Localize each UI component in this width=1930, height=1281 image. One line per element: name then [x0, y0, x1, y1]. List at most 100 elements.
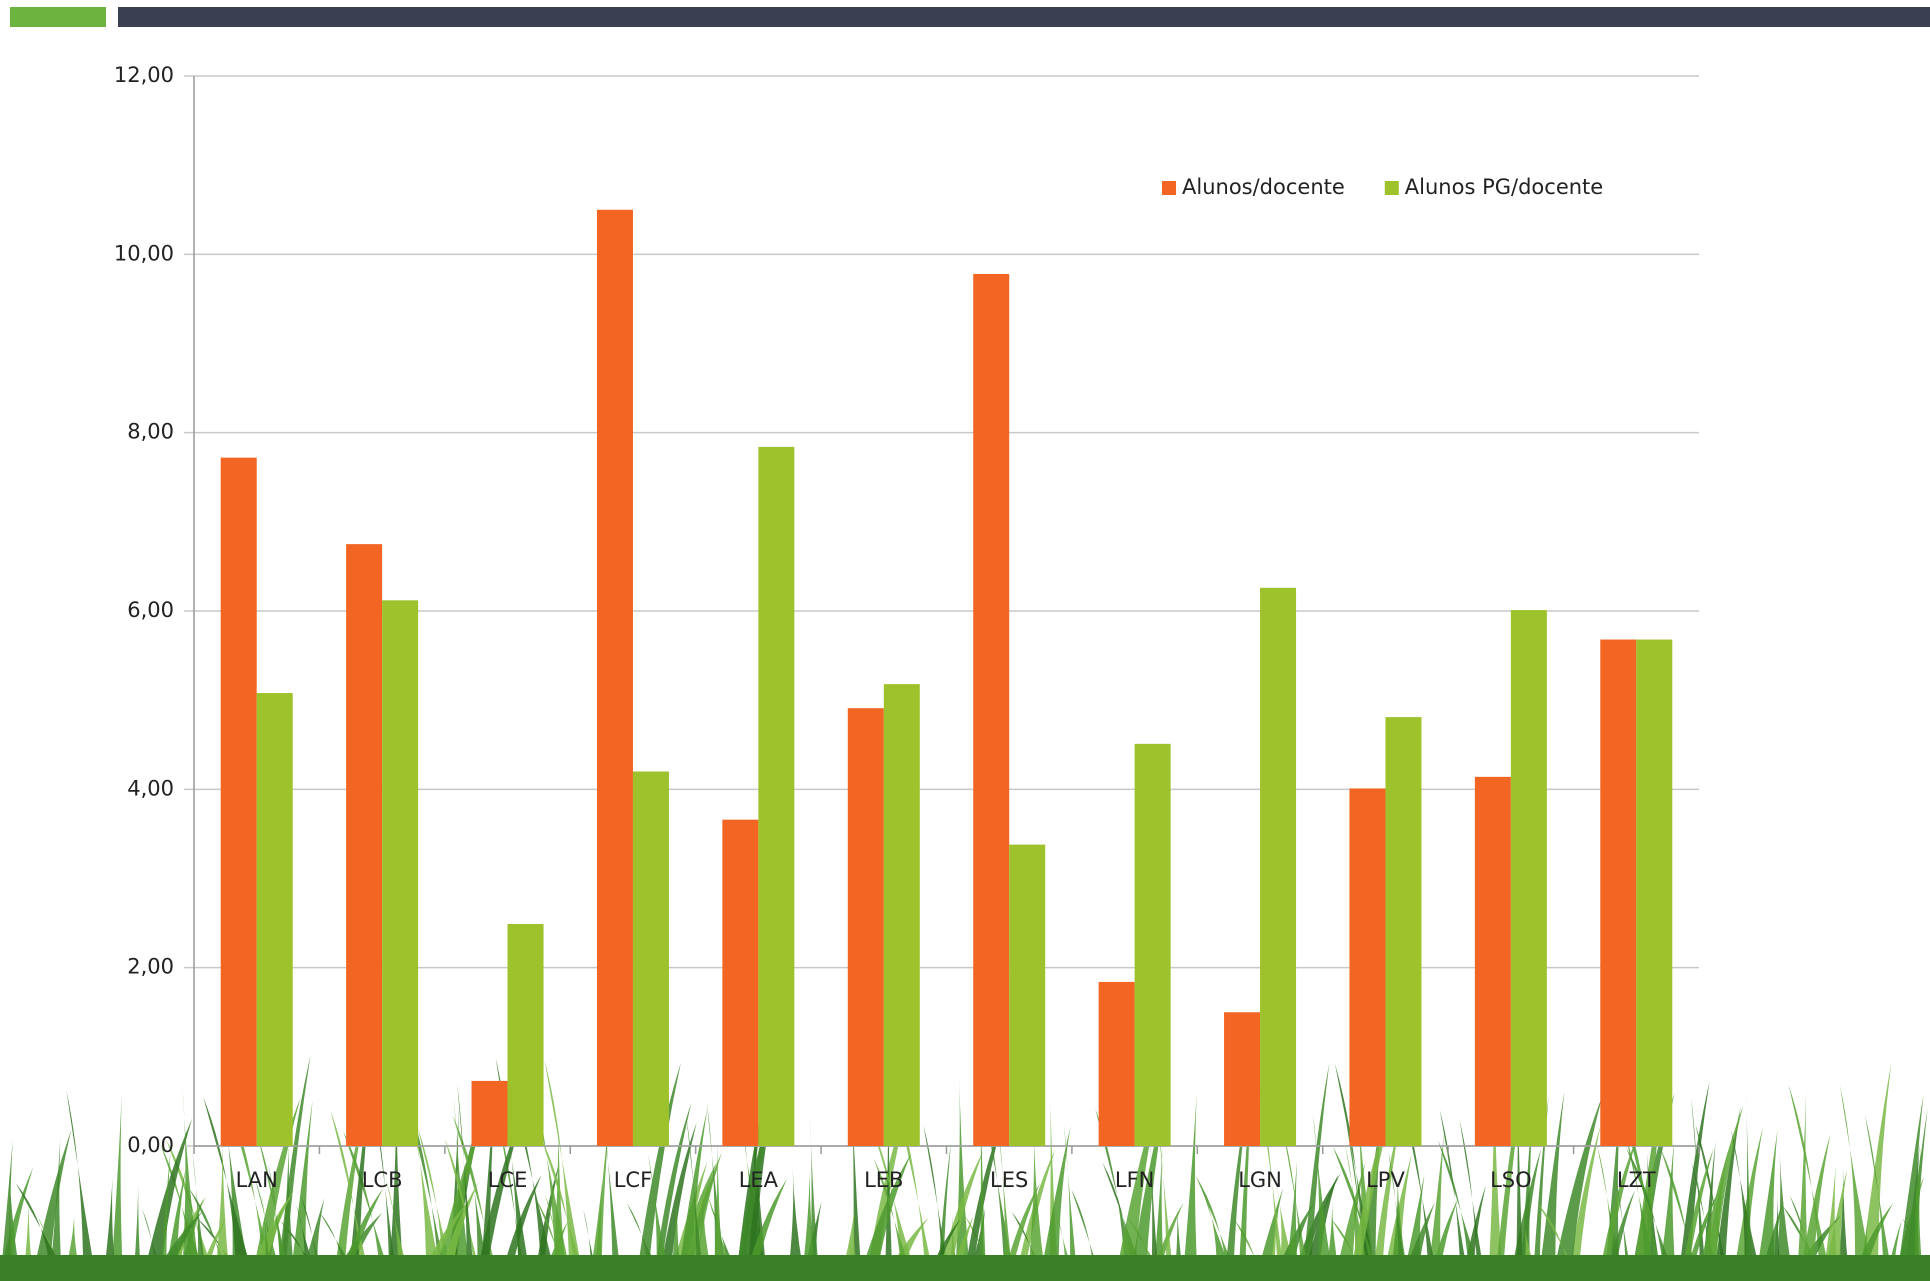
bar [1134, 743, 1171, 1146]
grass-blade [850, 1058, 862, 1281]
grass-blade [963, 1113, 1005, 1281]
grass-blade [1182, 1093, 1198, 1281]
grass-blade [1837, 1165, 1850, 1281]
y-tick-label: 4,00 [127, 776, 174, 800]
grass-blade [255, 1179, 284, 1281]
grass-blade [1624, 1131, 1659, 1281]
grass-blade [376, 1115, 397, 1281]
grass-blade [15, 1183, 70, 1281]
grass-blade [1488, 1056, 1503, 1281]
bar [220, 457, 257, 1147]
legend-label: Alunos/docente [1182, 175, 1345, 199]
bar [1385, 717, 1422, 1146]
x-tick-label: LPV [1366, 1168, 1405, 1192]
grass-blade [979, 1053, 987, 1281]
grass-blade [1626, 1147, 1677, 1281]
bar [1260, 587, 1297, 1146]
x-tick-label: LCE [488, 1168, 528, 1192]
grass-blade [1388, 1151, 1408, 1281]
grass-blade [1126, 1216, 1167, 1281]
grass-blade [1334, 1161, 1366, 1281]
grass-blade [343, 1131, 392, 1281]
grass-blade [1691, 1098, 1707, 1281]
grass-blade [873, 1129, 918, 1281]
grass-blade [1604, 1093, 1621, 1281]
x-tick-label: LFN [1115, 1168, 1155, 1192]
grass-blade [142, 1209, 165, 1281]
grass-blade [1865, 1115, 1894, 1281]
grass-blade [680, 1152, 722, 1281]
grass-blade [1027, 1127, 1046, 1281]
grass-blade [653, 1102, 692, 1281]
x-tick-label: LGN [1238, 1168, 1282, 1192]
grass-blade [385, 1179, 411, 1281]
bar [382, 600, 419, 1146]
y-tick-label: 0,00 [127, 1133, 174, 1157]
grass-blade [677, 1109, 708, 1281]
grass-blade [401, 1079, 448, 1281]
grass-blade [388, 1090, 405, 1281]
grass-blade [1796, 1091, 1809, 1281]
grass-blade [1822, 1164, 1839, 1281]
grass-blade [937, 1143, 952, 1281]
grass-blade [166, 1139, 217, 1281]
grass-blade [319, 1212, 362, 1281]
grass-blade [1680, 1148, 1714, 1281]
y-tick-label: 8,00 [127, 420, 174, 444]
x-tick-label: LZT [1617, 1168, 1656, 1192]
bar [507, 923, 544, 1146]
x-tick-label: LES [990, 1168, 1028, 1192]
x-tick-label: LCF [614, 1168, 652, 1192]
grass-blade [707, 1195, 736, 1281]
grass-blade [787, 1167, 805, 1281]
bar [973, 273, 1010, 1146]
grass-blade [333, 1106, 366, 1281]
grass-blade [998, 1122, 1014, 1281]
grass-blade [1713, 1106, 1741, 1281]
grass-blade [1538, 1091, 1565, 1281]
bar [1510, 610, 1547, 1146]
grass-blade [891, 1082, 935, 1281]
bar [1636, 639, 1673, 1146]
grass-blade [1459, 1120, 1486, 1281]
grass-blade [1349, 1087, 1398, 1281]
grass-blade [457, 1084, 475, 1281]
grass-blade [1678, 1081, 1710, 1281]
grass-blade [1775, 1144, 1794, 1281]
grass-blade [545, 1194, 568, 1281]
grass-blade [1788, 1084, 1832, 1281]
grass-blade [500, 1174, 542, 1281]
grass-blade [1614, 1173, 1633, 1281]
x-tick-label: LEB [864, 1168, 903, 1192]
grass-blade [974, 1055, 1015, 1281]
grass-blade [627, 1203, 664, 1281]
bar [1098, 981, 1135, 1146]
header-accent [10, 7, 106, 27]
grass-blade [1401, 1094, 1438, 1281]
grass-blade [66, 1090, 97, 1281]
grass-blade [1255, 1064, 1286, 1281]
grass-blade [873, 1158, 914, 1281]
bar [722, 819, 759, 1146]
grass-blade [541, 1137, 586, 1281]
grass-blade [1567, 1125, 1601, 1281]
bar [1009, 844, 1046, 1146]
bar [1474, 776, 1511, 1146]
grass-blade [801, 1168, 817, 1281]
grass-blade [1798, 1133, 1831, 1281]
grass-blade [1437, 1140, 1483, 1281]
bar [1349, 788, 1386, 1146]
grass-blade [268, 1165, 288, 1281]
legend-swatch [1384, 181, 1399, 195]
y-tick-label: 6,00 [127, 598, 174, 622]
grass-blade [1282, 1128, 1311, 1281]
grass-blade [1372, 1113, 1402, 1281]
grass-blade [686, 1116, 704, 1281]
grass-blade [1697, 1105, 1744, 1281]
legend-label: Alunos PG/docente [1405, 175, 1603, 199]
x-tick-label: LCB [362, 1168, 403, 1192]
grass-blade [858, 1153, 912, 1281]
grass-blade [203, 1097, 255, 1281]
x-tick-label: LSO [1490, 1168, 1532, 1192]
